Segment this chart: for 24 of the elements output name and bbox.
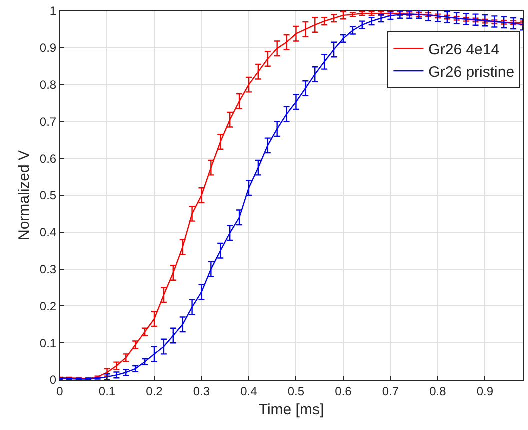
x-tick-label: 0.2 bbox=[146, 384, 164, 398]
y-tick-label: 0 bbox=[50, 373, 57, 388]
legend-label: Gr26 4e14 bbox=[428, 41, 500, 58]
y-tick-label: 0.6 bbox=[40, 152, 57, 166]
y-tick-label: 0.7 bbox=[40, 114, 57, 129]
x-tick-label: 0.3 bbox=[193, 384, 210, 398]
x-tick-label: 0.1 bbox=[98, 384, 116, 398]
x-tick-label: 0.8 bbox=[430, 384, 447, 398]
x-tick-label: 0.5 bbox=[288, 384, 305, 398]
y-tick-label: 0.8 bbox=[40, 78, 57, 92]
x-tick-label: 0.6 bbox=[335, 384, 352, 398]
x-tick-label: 0.4 bbox=[240, 384, 258, 398]
y-tick-label: 0.2 bbox=[40, 299, 57, 314]
y-axis-title: Normalized V bbox=[16, 150, 34, 241]
legend-label: Gr26 pristine bbox=[428, 64, 515, 81]
x-axis-title: Time [ms] bbox=[258, 401, 324, 418]
y-tick-label: 0.5 bbox=[40, 188, 57, 203]
y-tick-label: 1 bbox=[50, 4, 57, 18]
y-tick-label: 0.1 bbox=[40, 336, 57, 350]
y-tick-label: 0.4 bbox=[40, 226, 57, 240]
x-tick-label: 0.9 bbox=[476, 384, 494, 398]
x-tick-label: 0.7 bbox=[382, 384, 400, 398]
y-tick-label: 0.9 bbox=[40, 41, 57, 56]
y-tick-label: 0.3 bbox=[40, 262, 57, 276]
